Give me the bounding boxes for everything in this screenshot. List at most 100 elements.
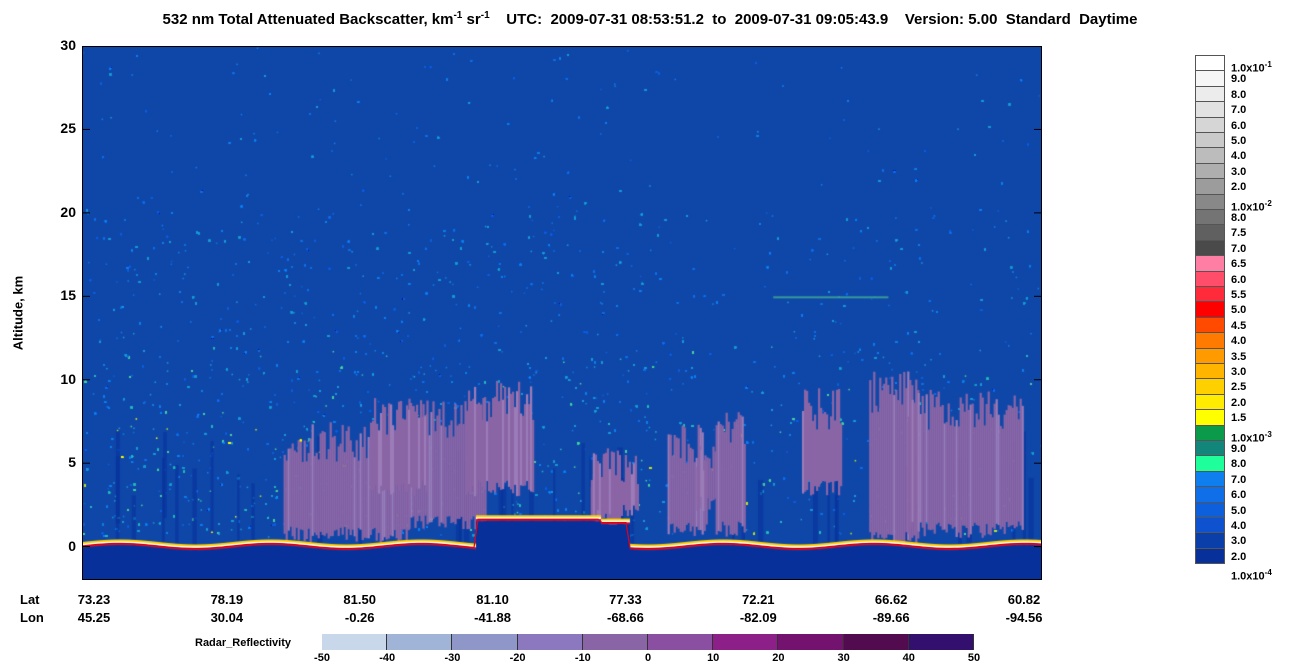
backscatter-plot-area — [82, 46, 1042, 580]
colorbar-label: 7.0 — [1231, 473, 1247, 486]
colorbar-label: 1.5 — [1231, 412, 1247, 425]
colorbar-segment — [1195, 70, 1225, 87]
colorbar-segment — [1195, 255, 1225, 272]
colorbar-segment — [1195, 455, 1225, 472]
colorbar-segment — [1195, 55, 1225, 72]
colorbar-label: 3.0 — [1231, 366, 1247, 378]
colorbar-label: 3.0 — [1231, 165, 1247, 178]
colorbar-label: 1.0x10-4 — [1231, 568, 1272, 583]
colorbar-label: 5.0 — [1231, 304, 1247, 317]
colorbar-segment — [1195, 363, 1225, 380]
lon-label: -94.56 — [1005, 610, 1043, 625]
colorbar-label: 2.0 — [1231, 181, 1247, 194]
colorbar-label: 4.0 — [1231, 520, 1247, 532]
radar-colorbar-segment — [908, 634, 974, 650]
y-tick-label: 5 — [68, 454, 76, 471]
colorbar-label: 1.0x10-1 — [1231, 60, 1272, 75]
backscatter-heatmap — [82, 46, 1042, 580]
lat-label: 78.19 — [210, 592, 244, 607]
colorbar-segment — [1195, 409, 1225, 426]
colorbar-segment — [1195, 532, 1225, 549]
lat-label: 66.62 — [874, 592, 908, 607]
colorbar-segment — [1195, 224, 1225, 241]
colorbar-segment — [1195, 547, 1225, 565]
radar-tick-label: 40 — [902, 652, 915, 664]
radar-colorbar-segment — [648, 634, 714, 650]
radar-colorbar-segment — [582, 634, 648, 650]
colorbar-label: 2.5 — [1231, 381, 1247, 394]
colorbar-label: 1.0x10-3 — [1231, 429, 1272, 445]
colorbar-label: 9.0 — [1231, 443, 1247, 455]
y-tick-label: 30 — [60, 37, 76, 53]
colorbar-label: 2.0 — [1231, 396, 1247, 409]
colorbar-segment — [1195, 393, 1225, 411]
y-axis-label: Altitude, km — [10, 275, 26, 351]
colorbar-label: 7.5 — [1231, 227, 1247, 240]
radar-tick-label: 50 — [967, 652, 981, 664]
colorbar-segment — [1195, 193, 1225, 210]
lon-label: -68.66 — [606, 610, 644, 625]
radar-tick-label: 30 — [837, 652, 850, 664]
radar-tick-label: 20 — [772, 652, 785, 664]
radar-reflectivity-colorbar — [322, 634, 974, 650]
radar-reflectivity-label: Radar_Reflectivity — [195, 637, 291, 649]
colorbar-label: 7.0 — [1231, 242, 1247, 255]
colorbar-label: 4.0 — [1231, 335, 1247, 348]
lon-label: 30.04 — [210, 610, 244, 625]
colorbar-label: 5.5 — [1231, 289, 1247, 301]
colorbar-label: 3.5 — [1231, 350, 1247, 363]
lat-label: 60.82 — [1007, 592, 1041, 607]
colorbar-label: 8.0 — [1231, 88, 1247, 101]
surface-elevation-line — [82, 518, 1042, 550]
plot-frame — [82, 46, 1042, 580]
lat-label: 72.21 — [742, 592, 775, 607]
y-tick-label: 25 — [60, 120, 76, 137]
colorbar-label: 3.0 — [1231, 535, 1247, 548]
colorbar-segment — [1195, 286, 1225, 303]
colorbar-label: 6.0 — [1231, 273, 1247, 286]
lat-label: 73.23 — [77, 592, 111, 607]
colorbar-label: 8.0 — [1231, 458, 1247, 471]
colorbar-segment — [1195, 116, 1225, 133]
colorbar-segment — [1195, 332, 1225, 349]
colorbar-label: 4.0 — [1231, 150, 1247, 163]
radar-tick-label: 0 — [644, 652, 652, 664]
colorbar-label: 1.0x10-2 — [1231, 198, 1272, 214]
lat-label: 77.33 — [609, 592, 642, 607]
radar-tick-label: 10 — [707, 652, 720, 664]
chart-title: 532 nm Total Attenuated Backscatter, km-… — [162, 10, 1138, 28]
colorbar-segment — [1195, 270, 1225, 287]
radar-tick-label: -40 — [379, 652, 396, 664]
colorbar-segment — [1195, 301, 1225, 318]
radar-colorbar-segment — [322, 634, 388, 650]
radar-colorbar-segment — [452, 634, 518, 650]
colorbar-label: 6.0 — [1231, 489, 1247, 502]
colorbar-label: 6.0 — [1231, 119, 1247, 132]
lon-label: -82.09 — [739, 610, 777, 625]
radar-colorbar-segment — [517, 634, 583, 650]
colorbar-segment — [1195, 239, 1225, 257]
colorbar-segment — [1195, 470, 1225, 488]
lat-row-label: Lat — [20, 592, 40, 607]
colorbar-segment — [1195, 424, 1225, 441]
lon-label: -0.26 — [344, 610, 375, 625]
colorbar-label: 9.0 — [1231, 73, 1247, 86]
radar-colorbar-segment — [387, 634, 453, 650]
colorbar-label: 5.0 — [1231, 504, 1247, 517]
colorbar-segment — [1195, 132, 1225, 149]
colorbar-segment — [1195, 147, 1225, 164]
colorbar-segment — [1195, 486, 1225, 503]
colorbar-label: 7.0 — [1231, 104, 1247, 117]
lon-label: -41.88 — [474, 610, 511, 625]
radar-tick-label: -20 — [509, 652, 526, 664]
colorbar-label: 2.0 — [1231, 550, 1247, 563]
colorbar-segment — [1195, 517, 1225, 534]
colorbar-segment — [1195, 347, 1225, 364]
colorbar-label: 5.0 — [1231, 135, 1247, 147]
colorbar-label: 8.0 — [1231, 212, 1247, 224]
y-tick-label: 0 — [68, 537, 76, 554]
colorbar-label: 4.5 — [1231, 319, 1247, 332]
colorbar-segment — [1195, 209, 1225, 226]
colorbar-segment — [1195, 440, 1225, 457]
radar-colorbar-segment — [843, 634, 909, 650]
